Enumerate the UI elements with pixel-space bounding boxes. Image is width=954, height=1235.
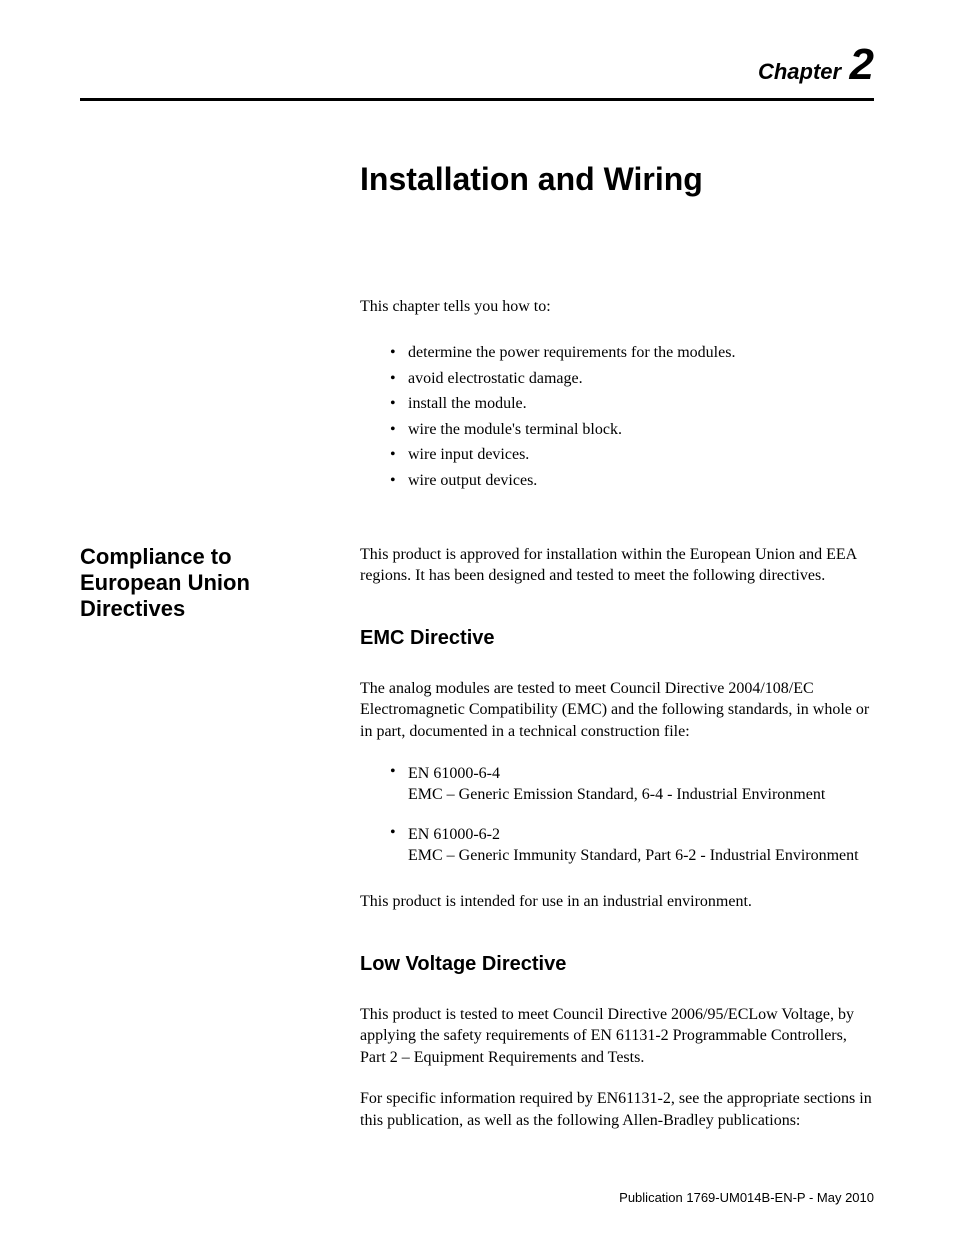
body-paragraph: This product is tested to meet Council D…	[360, 1004, 874, 1069]
chapter-label: Chapter	[758, 59, 841, 84]
standard-desc: EMC – Generic Immunity Standard, Part 6-…	[408, 845, 874, 867]
intro-bullet-list: determine the power requirements for the…	[360, 340, 874, 494]
header-rule	[80, 98, 874, 101]
body-paragraph: This product is approved for installatio…	[360, 544, 874, 587]
page-container: Chapter 2 Installation and Wiring This c…	[0, 0, 954, 1201]
page-footer: Publication 1769-UM014B-EN-P - May 2010	[619, 1190, 874, 1205]
intro-text: This chapter tells you how to:	[360, 298, 874, 316]
list-item: EN 61000-6-2 EMC – Generic Immunity Stan…	[390, 824, 874, 867]
standards-list: EN 61000-6-4 EMC – Generic Emission Stan…	[360, 763, 874, 867]
side-heading-compliance: Compliance to European Union Directives	[80, 544, 330, 1152]
list-item: install the module.	[390, 391, 874, 417]
body-paragraph: This product is intended for use in an i…	[360, 891, 874, 913]
list-item: wire output devices.	[390, 468, 874, 494]
standard-code: EN 61000-6-2	[408, 824, 874, 846]
chapter-title: Installation and Wiring	[360, 161, 874, 198]
sub-heading-low-voltage: Low Voltage Directive	[360, 953, 874, 976]
section-compliance: Compliance to European Union Directives …	[80, 544, 874, 1152]
list-item: wire input devices.	[390, 442, 874, 468]
standard-desc: EMC – Generic Emission Standard, 6-4 - I…	[408, 784, 874, 806]
section-body: This product is approved for installatio…	[360, 544, 874, 1152]
list-item: avoid electrostatic damage.	[390, 366, 874, 392]
list-item: determine the power requirements for the…	[390, 340, 874, 366]
chapter-number: 2	[850, 40, 874, 89]
body-paragraph: The analog modules are tested to meet Co…	[360, 678, 874, 743]
title-right: Installation and Wiring This chapter tel…	[360, 161, 874, 544]
title-row: Installation and Wiring This chapter tel…	[80, 161, 874, 544]
body-paragraph: For specific information required by EN6…	[360, 1088, 874, 1131]
chapter-header: Chapter 2	[80, 40, 874, 90]
sub-heading-emc: EMC Directive	[360, 627, 874, 650]
standard-code: EN 61000-6-4	[408, 763, 874, 785]
list-item: EN 61000-6-4 EMC – Generic Emission Stan…	[390, 763, 874, 806]
list-item: wire the module's terminal block.	[390, 417, 874, 443]
title-left-spacer	[80, 161, 330, 544]
